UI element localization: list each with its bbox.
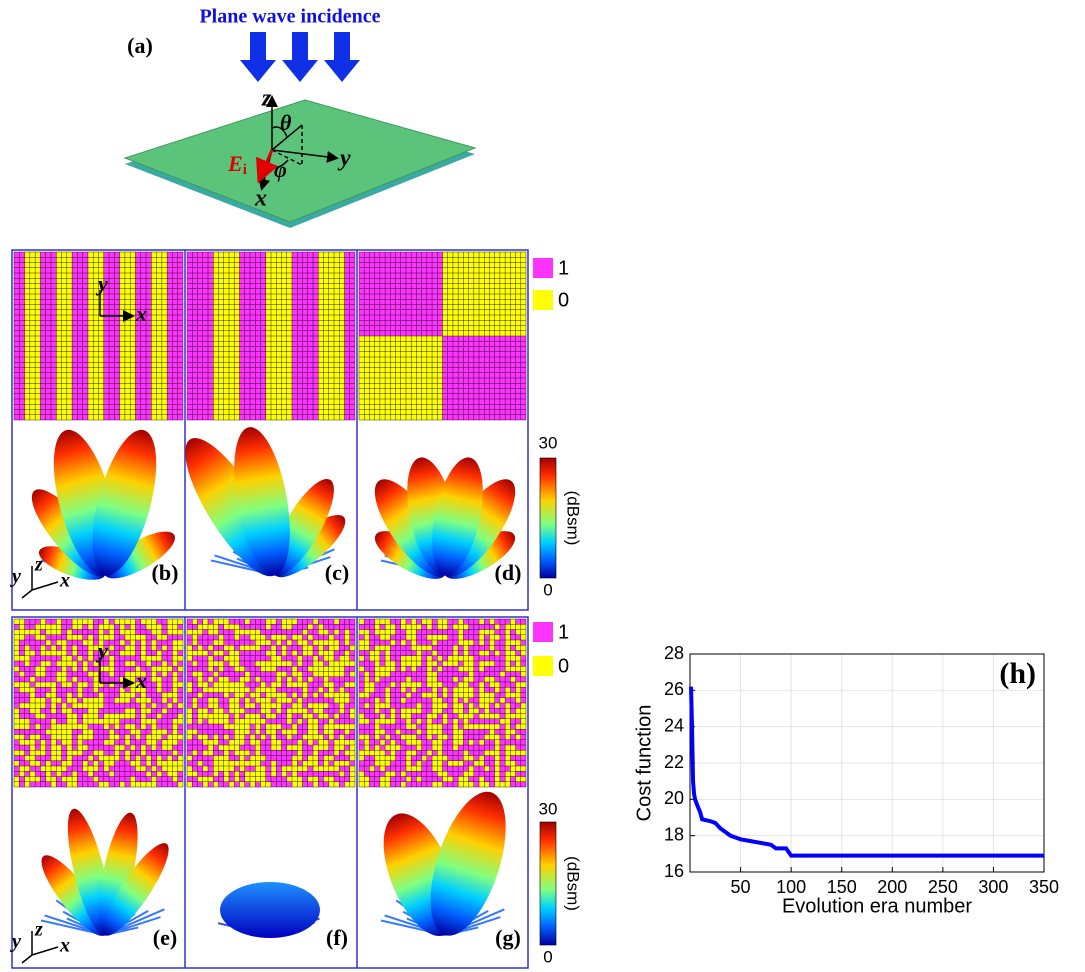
plot-frame [689,653,1045,873]
field-label: Ei [227,151,247,178]
x-axis-label: Evolution era number [782,895,972,917]
mosaic-grid [358,618,527,788]
colorbar [539,457,557,579]
coord-label: x [135,668,147,693]
y-tick-label: 28 [664,643,684,663]
colorbar-unit: (dBsm) [564,856,583,911]
coord-label: x [59,935,70,957]
coord-axes [99,657,132,683]
x-tick-label: 200 [877,877,907,897]
coord-label: y [95,271,108,296]
colorbar-max: 30 [539,433,558,452]
x-tick-label: 350 [1029,877,1059,897]
colorbar-max: 30 [539,799,558,818]
pattern-lobe [430,791,506,936]
panel-label: (f) [326,925,348,950]
mosaic-grid [358,251,527,421]
pattern-lobe [102,843,169,936]
colorbar-min: 0 [543,580,552,599]
coord-label: x [135,301,147,326]
axis-label: y [337,146,351,172]
axis-label: x [254,186,267,212]
mosaic-grid [13,251,184,421]
panel-label: (d) [495,560,522,585]
legend-swatch [533,656,553,676]
colorbar-unit: (dBsm) [564,491,583,546]
field-arrow [256,149,279,184]
x-tick-label: 50 [731,877,751,897]
axis-label: z [261,86,272,112]
x-tick-label: 100 [776,877,806,897]
frames [11,249,529,969]
y-tick-label: 26 [664,679,684,699]
coord-axes [21,931,59,964]
line [689,686,1044,858]
x-tick-label: 250 [928,877,958,897]
annotation: (h) [999,657,1036,690]
legend-swatch [533,258,553,278]
legend-swatch [533,290,553,310]
coord-axes [99,290,132,316]
mosaic-grid [13,618,184,788]
colorbar-min: 0 [543,947,552,966]
x-tick-label: 300 [978,877,1008,897]
coord-label: y [95,638,108,663]
y-axis-label: Cost function [633,705,655,822]
coord-axes [21,566,59,599]
panel-label: (e) [153,925,177,950]
field-symbol: E [227,151,243,176]
axis-label: φ [274,157,287,182]
coord-label: x [59,570,70,592]
pattern-lobe [432,457,483,576]
pattern-lobe [98,812,138,936]
y-tick-label: 22 [664,752,684,772]
mosaic-grid [186,618,356,788]
legend-swatch [533,622,553,642]
board-axis-labels: z y x θ φ Ei [227,86,351,212]
colorbar [539,821,557,946]
incidence-title: Plane wave incidence [199,6,380,28]
y-tick-label: 20 [664,788,684,808]
panel-label: (g) [495,925,521,950]
legend-label: 1 [558,621,569,643]
board [123,99,477,223]
panel-label: (b) [152,560,179,585]
panel-label: (a) [127,33,153,58]
mosaic-grid [186,251,356,421]
field-subscript: i [243,162,247,178]
axis-label: θ [280,110,292,135]
panel-label: (c) [325,560,349,585]
y-tick-label: 16 [664,861,684,881]
legend-label: 0 [558,289,569,311]
coord-label: z [34,554,43,576]
coord-label: y [10,566,21,588]
pattern-blob [220,882,320,938]
coord-label: z [34,919,43,941]
y-tick-label: 18 [664,824,684,844]
incidence-arrows [240,32,360,82]
y-tick-label: 24 [664,715,684,735]
coord-label: y [10,931,21,953]
pattern-lobe [234,427,290,576]
pattern-lobe [92,429,157,576]
legend-label: 1 [558,257,569,279]
legend-label: 0 [558,655,569,677]
x-tick-label: 150 [827,877,857,897]
